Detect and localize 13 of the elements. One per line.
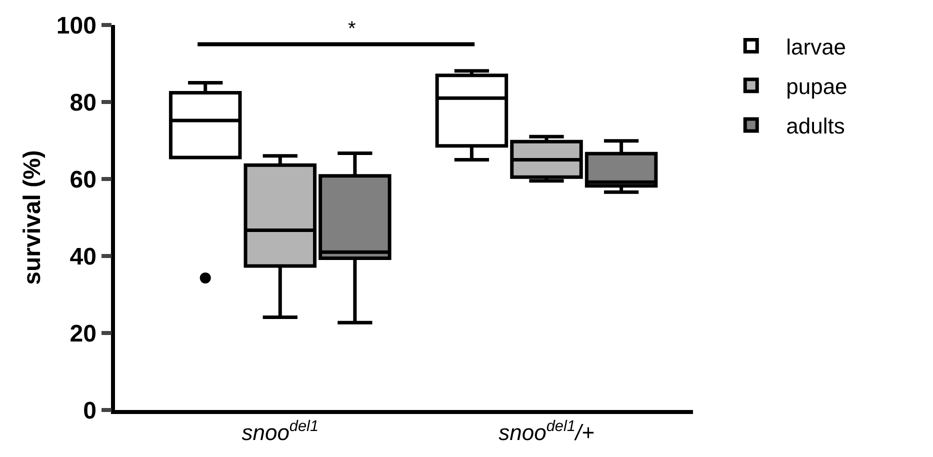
legend-label: larvae [786, 34, 846, 60]
legend-label: pupae [786, 74, 848, 99]
legend-label: adults [786, 114, 845, 139]
annotation: * [348, 18, 356, 40]
x-tick-label: snoo$^{del1}$/+ [498, 418, 595, 446]
x-tick-label: snoo$^{del1}$ [242, 418, 319, 446]
y-tick-label: 20 [70, 320, 96, 348]
y-tick-label: 60 [70, 166, 96, 194]
y-tick-label: 40 [70, 243, 96, 270]
y-axis-title: survival (%) [19, 150, 46, 285]
y-tick-label: 0 [83, 397, 96, 424]
y-tick-label: 80 [70, 89, 96, 116]
y-tick-label: 100 [56, 12, 96, 40]
